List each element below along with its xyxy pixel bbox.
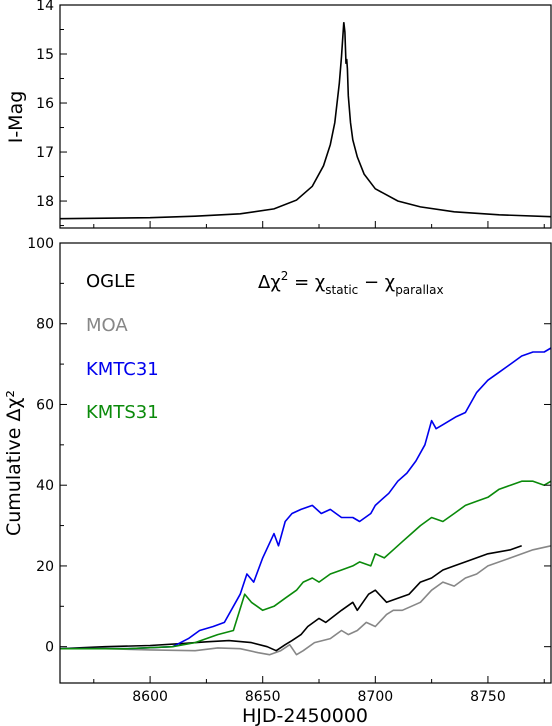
- x-tick-label: 8750: [470, 689, 506, 705]
- formula-sub-static: static: [325, 283, 358, 297]
- formula-sup: 2: [281, 269, 289, 283]
- lightcurve-ticks: 14 15 16 17 18: [36, 0, 545, 228]
- x-tick-label: 8650: [245, 689, 281, 705]
- cumulative-chi2-panel: 0 20 40 60 80 100 8600 8650 8700 8750 Cumulative …: [3, 236, 552, 726]
- formula-lhs: Δχ: [258, 272, 281, 293]
- cumulative-ticks: 0 20 40 60 80 100 8600 8650 8700 8750: [27, 236, 551, 705]
- y-tick-label: 20: [36, 559, 54, 575]
- x-tick-label: 8700: [358, 689, 394, 705]
- y-tick-label: 100: [27, 236, 54, 252]
- legend-label-kmts31: KMTS31: [86, 402, 159, 423]
- lightcurve-y-tick-label: 18: [36, 194, 54, 210]
- legend-label-moa: MOA: [86, 315, 128, 336]
- series-line-kmtc31: [60, 347, 552, 650]
- cumulative-series-group: [59, 347, 552, 656]
- lightcurve-y-tick-label: 16: [36, 96, 54, 112]
- lightcurve-y-tick-label: 14: [36, 0, 54, 14]
- series-line-ogle: [59, 545, 522, 652]
- y-tick-label: 40: [36, 478, 54, 494]
- delta-chi2-formula: Δχ2 = χstatic − χparallax: [258, 269, 444, 297]
- y-tick-label: 80: [36, 317, 54, 333]
- series-line-moa: [60, 545, 552, 656]
- y-tick-label: 0: [45, 640, 54, 656]
- legend-label-ogle: OGLE: [86, 271, 136, 292]
- formula-eq: = χ: [288, 272, 325, 293]
- legend-label-kmtc31: KMTC31: [86, 359, 159, 380]
- legend: OGLE MOA KMTC31 KMTS31: [86, 271, 159, 423]
- lightcurve-panel: 14 15 16 17 18 I-Mag: [5, 0, 552, 229]
- lightcurve-line: [59, 22, 552, 220]
- lightcurve-y-tick-label: 15: [36, 47, 54, 63]
- formula-sub-parallax: parallax: [395, 283, 443, 297]
- x-tick-label: 8600: [132, 689, 168, 705]
- cumulative-y-axis-title: Cumulative Δχ²: [3, 390, 25, 536]
- y-tick-label: 60: [36, 397, 54, 413]
- lightcurve-y-tick-label: 17: [36, 145, 54, 161]
- x-axis-title: HJD-2450000: [242, 705, 368, 726]
- series-line-kmts31: [60, 480, 552, 650]
- cumulative-frame: [59, 242, 552, 684]
- lightcurve-y-axis-title: I-Mag: [5, 91, 27, 144]
- lightcurve-frame: [59, 4, 552, 229]
- formula-minus: − χ: [358, 272, 395, 293]
- lightcurve-series-group: [59, 22, 552, 220]
